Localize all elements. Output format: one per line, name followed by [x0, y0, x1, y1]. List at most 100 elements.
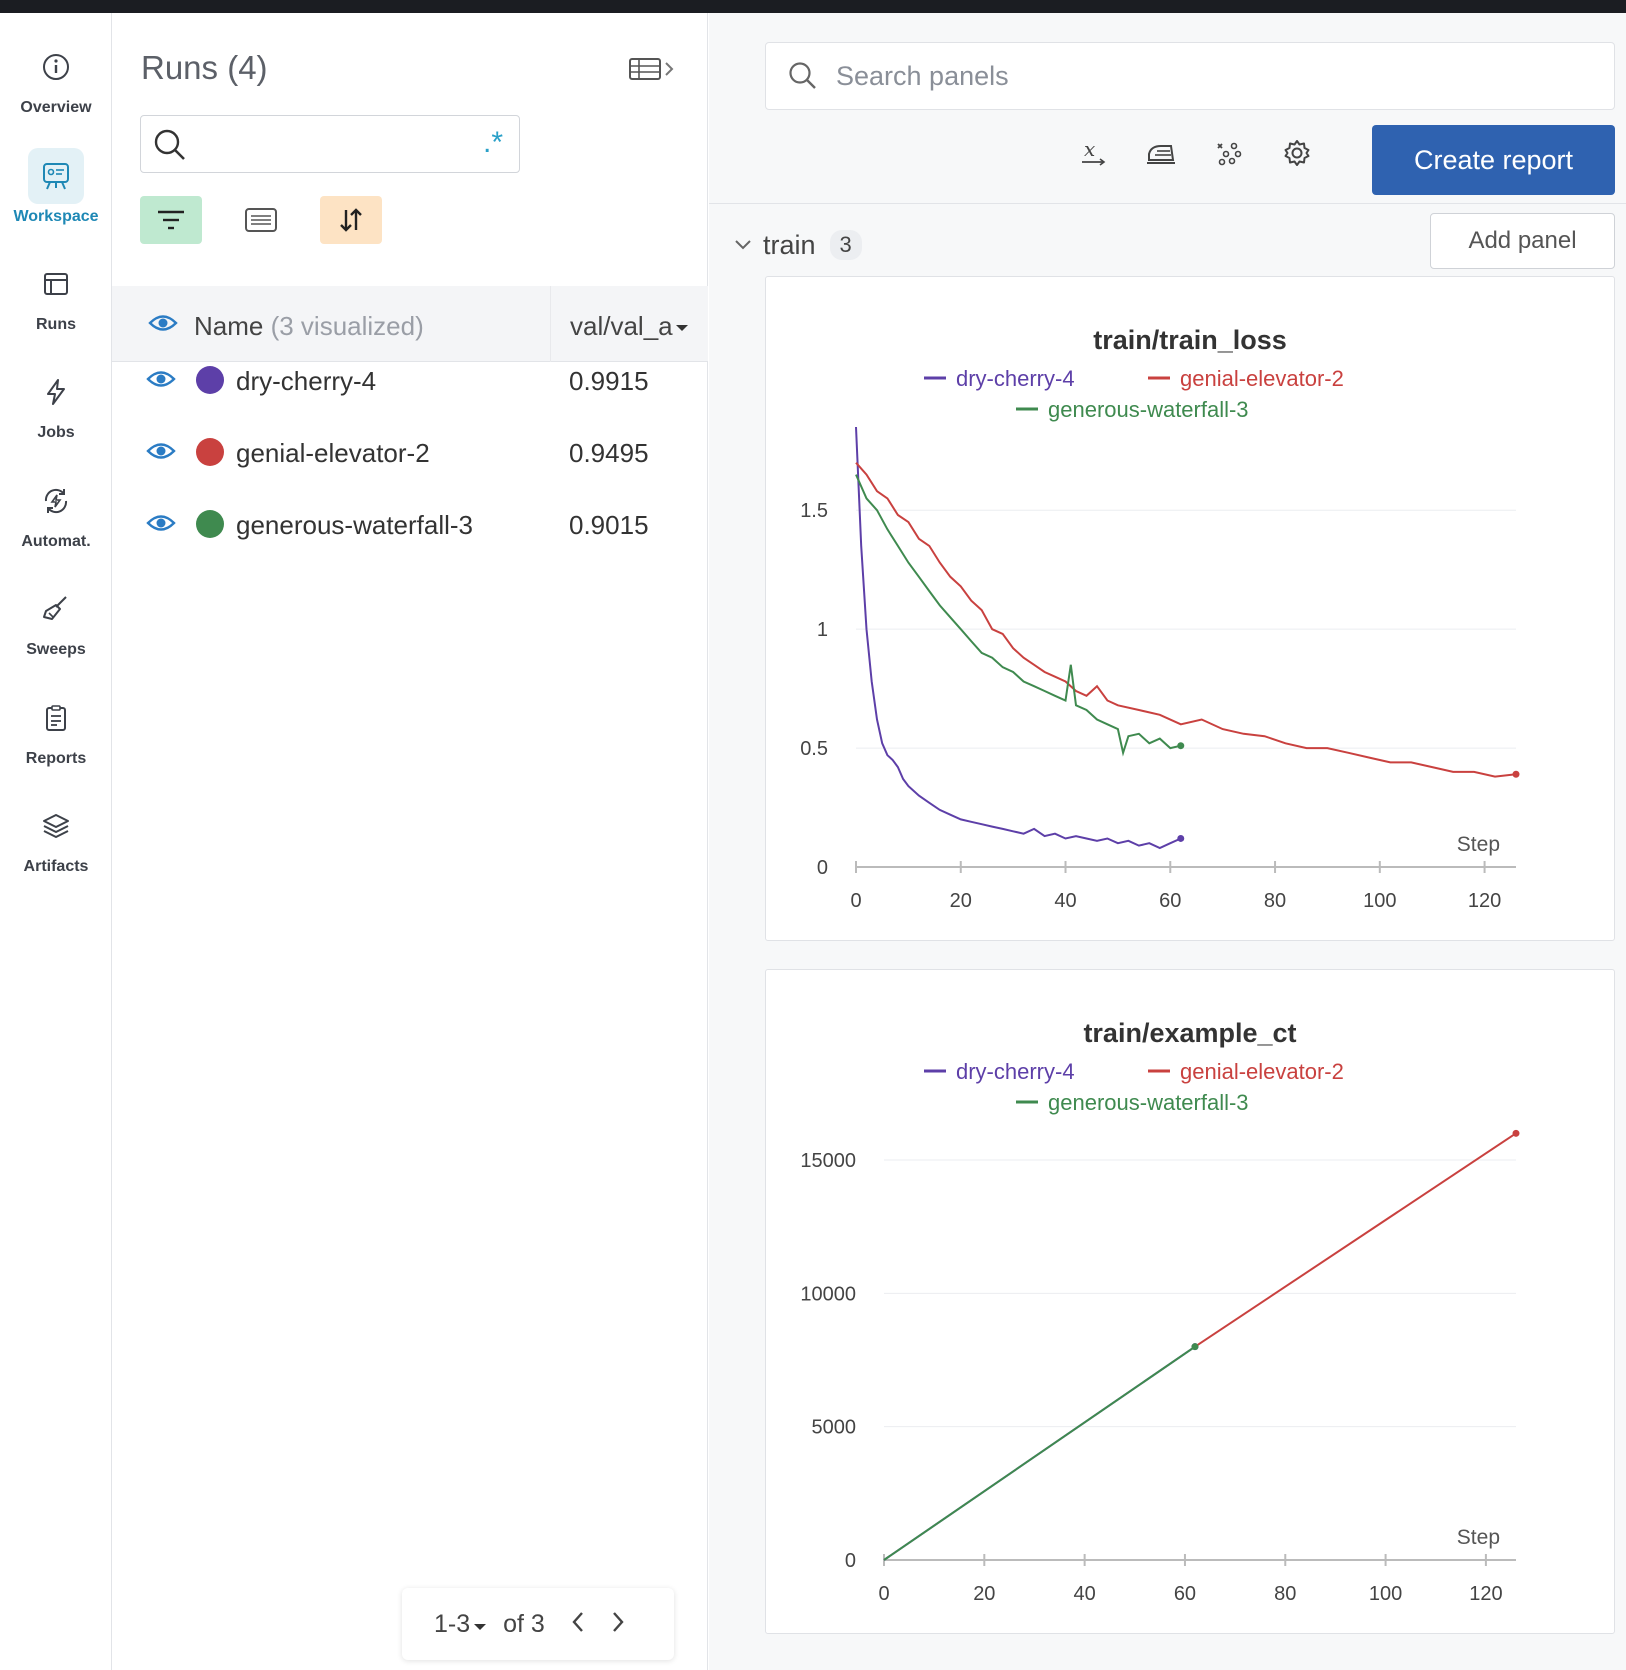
nav-runs[interactable]: Runs	[8, 256, 104, 356]
page-size-select[interactable]: 1-3	[434, 1610, 487, 1639]
section-title: train	[763, 229, 816, 260]
run-color-dot[interactable]	[196, 366, 224, 394]
x-axis-settings-button[interactable]: x	[1073, 133, 1113, 173]
nav-overview[interactable]: Overview	[8, 39, 104, 139]
eye-icon[interactable]	[146, 512, 176, 539]
visualized-count: (3 visualized)	[270, 311, 424, 341]
nav-label: Jobs	[37, 424, 75, 441]
chart-panel-example-ct[interactable]: train/example_ct dry-cherry-4 genial-eleva…	[765, 969, 1615, 1634]
nav-label: Reports	[25, 750, 87, 767]
train-loss-chart: train/train_loss dry-cherry-4 genial-eleva…	[800, 325, 1520, 912]
x-tick-label: 80	[1264, 890, 1286, 912]
x-tick-label: 40	[1074, 1583, 1096, 1605]
info-icon	[28, 39, 84, 95]
panel-search-placeholder: Search panels	[836, 61, 1009, 91]
y-tick-label: 0	[817, 857, 828, 879]
name-header-label: Name	[194, 311, 264, 341]
x-tick-label: 20	[950, 890, 972, 912]
top-bar	[0, 0, 1626, 13]
name-column-header[interactable]: Name (3 visualized)	[194, 311, 424, 342]
eye-icon[interactable]	[146, 440, 176, 467]
series-line[interactable]	[1194, 1132, 1517, 1348]
add-panel-button[interactable]: Add panel	[1430, 213, 1615, 269]
x-tick-label: 100	[1369, 1583, 1402, 1605]
run-name[interactable]: dry-cherry-4	[236, 366, 377, 396]
table-icon	[28, 256, 84, 312]
column-divider	[550, 286, 551, 362]
series-line[interactable]	[883, 1345, 1196, 1561]
outliers-button[interactable]	[1209, 133, 1249, 173]
series-line[interactable]	[855, 474, 1182, 757]
scatter-icon	[1217, 142, 1242, 166]
filter-icon	[158, 210, 184, 230]
run-metric-value: 0.9015	[569, 510, 649, 540]
run-row[interactable]: generous-waterfall-3 0.9015	[112, 488, 708, 560]
next-page-button[interactable]	[611, 1608, 625, 1640]
chevron-down-icon	[735, 240, 751, 250]
section-count-badge: 3	[829, 230, 862, 260]
regex-toggle[interactable]: .*	[482, 126, 503, 159]
x-axis-icon: x	[1082, 138, 1106, 166]
runs-search-input[interactable]: .*	[140, 115, 520, 173]
search-icon	[153, 128, 187, 167]
chart-title: train/example_ct	[1083, 1018, 1296, 1048]
expand-table-button[interactable]	[628, 53, 680, 85]
broom-icon	[28, 581, 84, 637]
y-tick-label: 1.5	[800, 500, 828, 522]
section-header-train[interactable]: train 3	[733, 225, 862, 265]
y-tick-label: 0	[845, 1550, 856, 1572]
filter-button[interactable]	[140, 196, 202, 244]
divider	[709, 203, 1626, 204]
y-tick-label: 5000	[812, 1417, 857, 1439]
legend-label: dry-cherry-4	[956, 366, 1075, 391]
chevron-right-icon	[612, 1612, 624, 1632]
chevron-left-icon	[572, 1612, 583, 1632]
run-name[interactable]: genial-elevator-2	[236, 438, 430, 468]
example-ct-chart: train/example_ct dry-cherry-4 genial-eleva…	[800, 1018, 1520, 1605]
run-color-dot[interactable]	[196, 438, 224, 466]
nav-jobs[interactable]: Jobs	[8, 364, 104, 464]
x-tick-label: 100	[1363, 890, 1396, 912]
x-tick-label: 80	[1274, 1583, 1296, 1605]
legend-label: genial-elevator-2	[1180, 1059, 1344, 1084]
y-tick-label: 1	[817, 619, 828, 641]
search-icon	[788, 61, 818, 96]
run-row[interactable]: dry-cherry-4 0.9915	[112, 344, 708, 416]
nav-artifacts[interactable]: Artifacts	[8, 798, 104, 898]
create-report-button[interactable]: Create report	[1372, 125, 1615, 195]
lightning-icon	[28, 364, 84, 420]
x-tick-label: 120	[1469, 1583, 1502, 1605]
x-tick-label: 20	[973, 1583, 995, 1605]
nav-reports[interactable]: Reports	[8, 690, 104, 790]
series-endpoint	[1177, 742, 1185, 750]
nav-sweeps[interactable]: Sweeps	[8, 581, 104, 681]
settings-button[interactable]	[1277, 133, 1317, 173]
nav-workspace[interactable]: Workspace	[8, 148, 104, 248]
run-row[interactable]: genial-elevator-2 0.9495	[112, 416, 708, 488]
x-tick-label: 40	[1054, 890, 1076, 912]
nav-label: Workspace	[13, 208, 99, 225]
series-line[interactable]	[855, 426, 1182, 850]
x-tick-label: 0	[850, 890, 861, 912]
prev-page-button[interactable]	[571, 1608, 585, 1640]
run-color-dot[interactable]	[196, 510, 224, 538]
eye-icon[interactable]	[148, 312, 178, 339]
sort-button[interactable]	[320, 196, 382, 244]
smoothing-button[interactable]	[1141, 133, 1181, 173]
eye-icon[interactable]	[146, 368, 176, 395]
list-icon	[245, 208, 277, 232]
series-endpoint	[1191, 1343, 1199, 1351]
series-line[interactable]	[855, 462, 1517, 778]
runs-table-header: Name (3 visualized) val/val_a	[112, 286, 708, 362]
chart-title: train/train_loss	[1093, 325, 1287, 355]
metric-column-label: val/val_a	[570, 311, 673, 341]
panel-search-input[interactable]: Search panels	[765, 42, 1615, 110]
nav-label: Runs	[36, 316, 76, 333]
run-name[interactable]: generous-waterfall-3	[236, 510, 474, 540]
chart-panel-train-loss[interactable]: train/train_loss dry-cherry-4 genial-eleva…	[765, 276, 1615, 941]
nav-label: Artifacts	[23, 858, 89, 875]
group-button[interactable]	[230, 196, 292, 244]
metric-column-header[interactable]: val/val_a	[570, 311, 689, 342]
nav-automations[interactable]: Automat.	[8, 473, 104, 573]
svg-text:x: x	[1084, 138, 1095, 161]
